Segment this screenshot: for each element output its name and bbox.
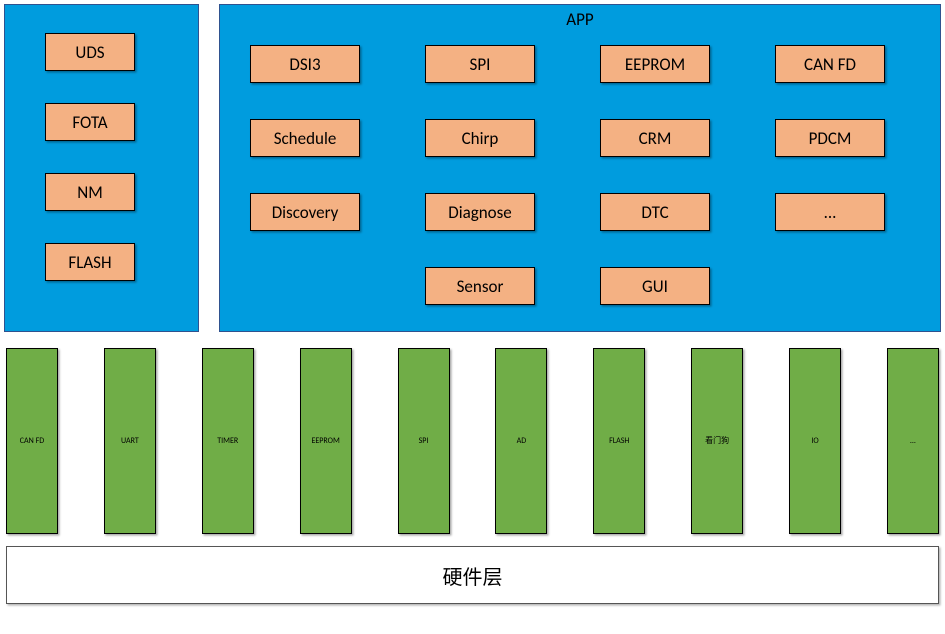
app-panel: APP DSI3 SPI EEPROM CAN FD Schedule Chirp CRM P… <box>219 4 941 332</box>
app-chip: Schedule <box>250 119 360 157</box>
left-chip: UDS <box>45 33 135 71</box>
driver-block: TIMER <box>202 348 254 534</box>
driver-block: 看门狗 <box>691 348 743 534</box>
app-panel-title: APP <box>566 9 593 30</box>
app-chip: Chirp <box>425 119 535 157</box>
app-chip: PDCM <box>775 119 885 157</box>
app-chip: CRM <box>600 119 710 157</box>
driver-block: UART <box>104 348 156 534</box>
app-chip: Diagnose <box>425 193 535 231</box>
driver-block: EEPROM <box>300 348 352 534</box>
left-chip: FLASH <box>45 243 135 281</box>
left-panel: UDS FOTA NM FLASH <box>4 4 199 332</box>
driver-block: IO <box>789 348 841 534</box>
app-chip: DSI3 <box>250 45 360 83</box>
driver-block: CAN FD <box>6 348 58 534</box>
app-chip: CAN FD <box>775 45 885 83</box>
driver-block: ... <box>887 348 939 534</box>
hardware-layer: 硬件层 <box>6 546 939 604</box>
app-chip: Sensor <box>425 267 535 305</box>
app-chip: ... <box>775 193 885 231</box>
left-chip: NM <box>45 173 135 211</box>
app-chip: SPI <box>425 45 535 83</box>
driver-block: SPI <box>398 348 450 534</box>
app-chip: DTC <box>600 193 710 231</box>
app-chip: GUI <box>600 267 710 305</box>
driver-block: FLASH <box>593 348 645 534</box>
app-chip: Discovery <box>250 193 360 231</box>
driver-block: AD <box>495 348 547 534</box>
app-chip: EEPROM <box>600 45 710 83</box>
driver-row: CAN FD UART TIMER EEPROM SPI AD FLASH 看门狗 IO... <box>4 348 941 534</box>
left-chip: FOTA <box>45 103 135 141</box>
